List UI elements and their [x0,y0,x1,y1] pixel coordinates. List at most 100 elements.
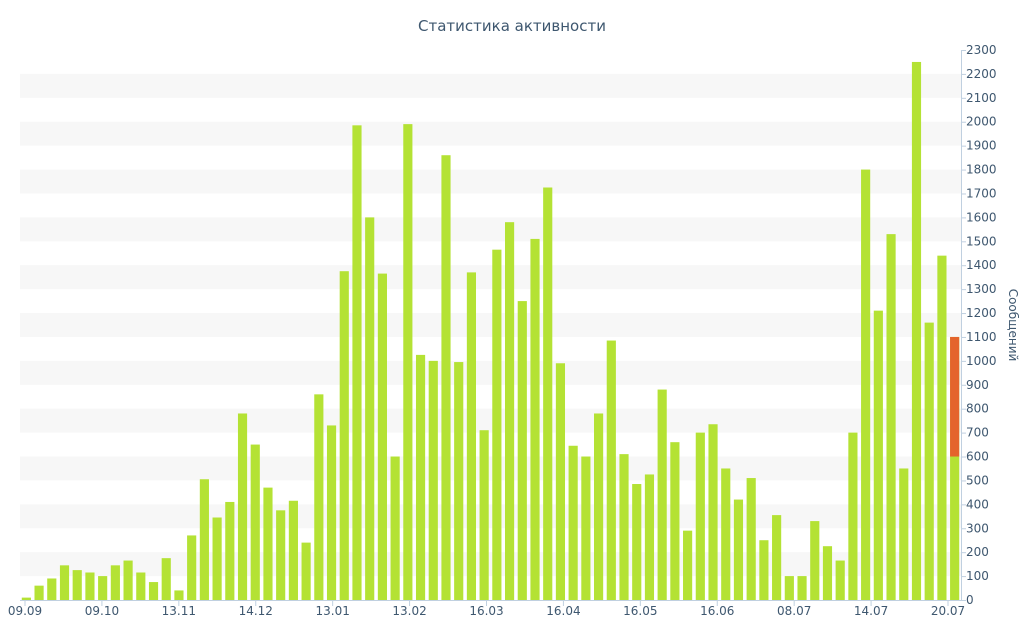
x-tick-label: 13.02 [392,604,426,618]
grid-band [20,552,961,577]
bar [415,354,426,600]
axes-group: 0 100 200 300 400 500 600 700 800 900 1000 1100 1200… [8,43,997,618]
bar [326,425,337,600]
bar [733,499,744,600]
bar [110,565,120,600]
y-axis-label: Сообщений [1006,289,1020,362]
bar [937,255,947,601]
bar [479,430,489,600]
bar [136,572,146,600]
bar [47,578,57,600]
grid-band [20,313,961,337]
bar [161,558,171,600]
bars-group [21,61,960,601]
bar [504,222,515,600]
bar [657,389,667,600]
x-tick-label: 13.01 [315,604,349,618]
bar [835,560,845,600]
chart-title: Статистика активности [418,17,606,35]
bar [797,576,807,600]
y-tick-label: 1300 [966,282,997,296]
y-tick-label: 1900 [966,139,997,153]
grid-band [20,121,961,146]
grid-band [20,408,961,433]
y-tick-label: 1200 [966,306,997,320]
bar [911,61,922,600]
bar [403,124,413,600]
y-tick-label: 900 [966,378,989,392]
bar [454,362,464,600]
grid-band [20,456,961,481]
bar [632,484,642,600]
bar [34,585,44,600]
y-tick-label: 2100 [966,91,997,105]
x-tick-label: 14.07 [854,604,888,618]
bar [314,394,324,600]
y-tick-label: 2200 [966,67,997,81]
bar [288,500,298,600]
bar [377,273,387,600]
bar [174,590,184,600]
bar [810,521,820,600]
y-tick-label: 1400 [966,258,997,272]
bar [899,468,909,600]
y-tick-label: 200 [966,545,989,559]
bar [237,413,248,600]
bar [873,310,883,600]
bar [21,597,31,600]
bar [428,360,438,600]
y-tick-label: 300 [966,521,989,535]
highlight-bar-segment [950,336,960,457]
bar [568,445,578,600]
grid-band [20,360,961,385]
y-tick-label: 1600 [966,210,997,224]
bar [187,535,197,600]
bar [59,565,70,600]
y-tick-label: 2000 [966,115,997,129]
grid-band [20,169,961,194]
y-tick-label: 1000 [966,354,997,368]
bar [276,510,286,600]
bar [530,238,540,601]
bar [861,169,871,600]
bar [950,336,960,600]
bar [848,432,858,600]
bar [250,444,260,600]
x-tick-label: 09.09 [8,604,42,618]
bar [784,576,794,600]
y-tick-label: 1700 [966,186,997,200]
y-tick-label: 1800 [966,163,997,177]
y-tick-label: 400 [966,497,989,511]
bar [390,456,400,600]
bar [606,340,616,600]
x-tick-label: 08.07 [777,604,811,618]
x-tick-label: 16.04 [546,604,580,618]
y-tick-label: 100 [966,569,989,583]
bar [721,468,731,600]
bar [352,125,362,601]
bar [98,576,108,600]
bar [924,322,934,600]
x-tick-label: 20.07 [931,604,965,618]
grid-bands [20,73,961,577]
bar [746,478,756,600]
y-tick-label: 2300 [966,43,997,57]
bar [695,432,705,600]
bar [123,560,133,600]
bar [683,530,693,600]
bar [543,187,553,600]
bar [225,501,235,600]
y-tick-label: 1500 [966,234,997,248]
bar [555,363,566,600]
bar [581,456,591,600]
bar [301,542,311,600]
bar [199,479,209,600]
grid-band [20,265,961,290]
y-tick-label: 800 [966,402,989,416]
bar [263,487,273,600]
x-tick-label: 16.06 [700,604,734,618]
bar [670,442,680,600]
bar [759,540,769,600]
bar [212,517,222,600]
y-tick-label: 500 [966,473,989,487]
